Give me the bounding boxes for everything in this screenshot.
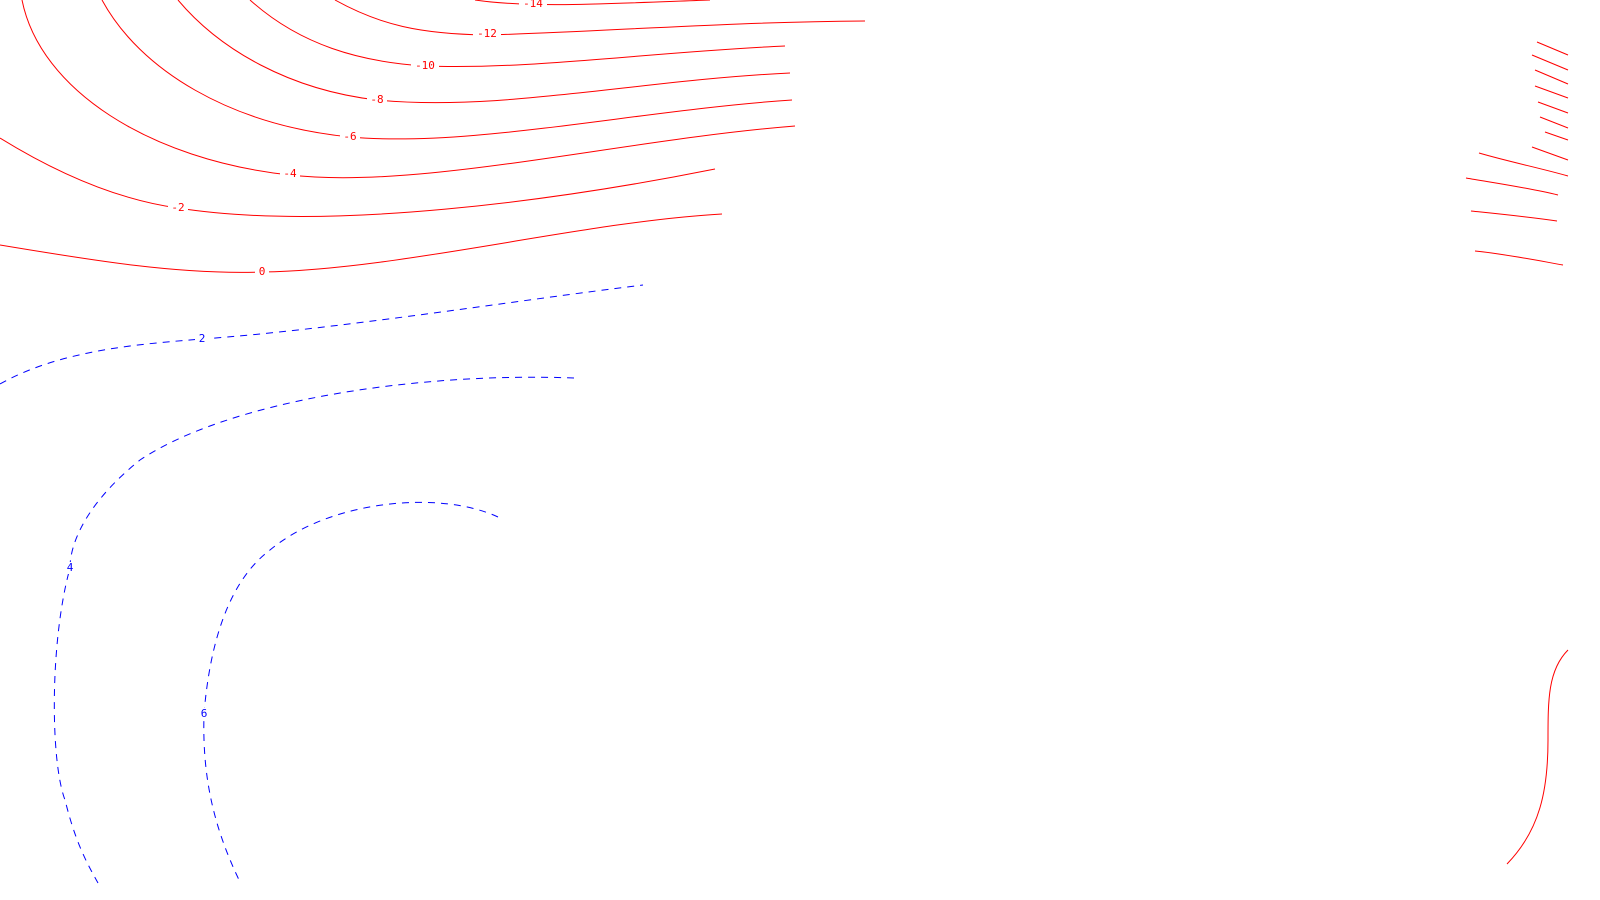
label-neg-10: -10 (411, 59, 439, 72)
contour-labels: -14 -12 -10 -8 -6 -4 -2 0 (63, 0, 547, 720)
contour-line-neg-6 (101, 0, 793, 140)
contour-fragment (1506, 649, 1569, 865)
contour-label-zero: 0 (259, 265, 266, 278)
contour-label-neg-8: -8 (370, 93, 383, 106)
label-bg (63, 562, 77, 574)
label-bg (280, 168, 300, 180)
contour-fragment (1536, 41, 1569, 56)
contour-fragment (1470, 210, 1558, 222)
label-neg-6: -6 (340, 130, 360, 143)
contour-label-neg-12: -12 (477, 27, 497, 40)
label-bg (195, 333, 209, 345)
contour-label-pos-6: 6 (201, 707, 208, 720)
label-neg-2: -2 (168, 201, 188, 214)
label-neg-4: -4 (280, 167, 300, 180)
contour-line-zero (0, 213, 723, 273)
label-neg-8: -8 (367, 93, 387, 106)
label-pos-4: 4 (63, 561, 77, 574)
label-bg (473, 28, 501, 40)
contour-fragment (1537, 101, 1569, 114)
label-bg (197, 708, 211, 720)
contour-label-pos-2: 2 (199, 332, 206, 345)
contour-label-pos-4: 4 (67, 561, 74, 574)
contour-line-neg-2 (0, 137, 716, 217)
label-bg (340, 131, 360, 143)
contour-fragment (1474, 250, 1564, 266)
label-zero: 0 (255, 265, 269, 278)
label-bg (168, 202, 188, 214)
label-pos-6: 6 (197, 707, 211, 720)
contour-fragment (1534, 85, 1569, 99)
contour-fragment (1531, 54, 1569, 71)
contour-fragment (1478, 152, 1569, 177)
label-bg (411, 60, 439, 72)
contour-fragments-right (1465, 41, 1569, 865)
contour-label-neg-2: -2 (171, 201, 184, 214)
contour-line-neg-8 (177, 0, 791, 104)
contour-fragment (1534, 69, 1569, 85)
contour-label-neg-6: -6 (343, 130, 356, 143)
contour-fragment (1544, 131, 1569, 141)
contour-fragment (1539, 116, 1569, 129)
label-neg-14: -14 (519, 0, 547, 10)
contour-fragment (1465, 177, 1559, 196)
label-bg (519, 0, 547, 10)
contour-line-pos-2 (0, 284, 644, 385)
contour-label-neg-14: -14 (523, 0, 543, 10)
contour-line-pos-4 (53, 376, 575, 884)
contour-line-pos-6 (203, 501, 499, 883)
contour-line-neg-14 (474, 0, 711, 6)
label-pos-2: 2 (195, 332, 209, 345)
label-neg-12: -12 (473, 27, 501, 40)
contour-line-neg-10 (249, 0, 786, 68)
label-bg (367, 94, 387, 106)
label-bg (255, 266, 269, 278)
contour-line-neg-12 (334, 0, 866, 36)
contour-fragment (1531, 146, 1569, 161)
contour-label-neg-10: -10 (415, 59, 435, 72)
contour-label-neg-4: -4 (283, 167, 297, 180)
